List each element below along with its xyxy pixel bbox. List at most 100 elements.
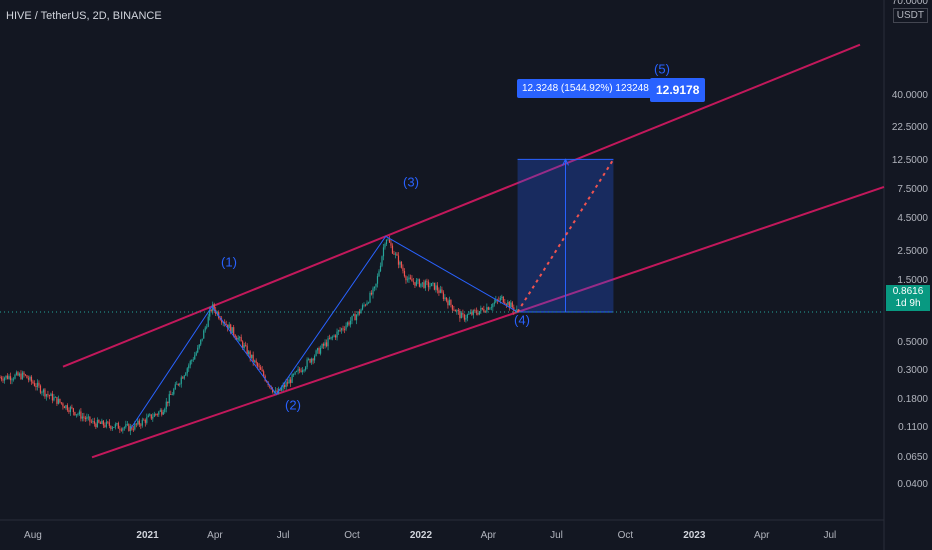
candle-body	[480, 307, 482, 312]
candle-body	[168, 394, 170, 404]
candle-body	[30, 376, 33, 382]
candle-body	[81, 416, 83, 419]
candle-body	[287, 382, 289, 384]
candle-body	[128, 424, 130, 432]
candle-body	[207, 316, 209, 327]
time-tick: Jul	[823, 530, 837, 541]
candle-body	[6, 375, 9, 379]
candle-body	[340, 328, 343, 331]
candle-body	[322, 343, 325, 346]
candle-body	[432, 282, 434, 284]
candle-body	[237, 337, 239, 340]
candle-body	[451, 304, 453, 310]
price-tick: 22.5000	[891, 122, 928, 134]
candle-body	[505, 303, 507, 305]
candle-body	[243, 345, 245, 348]
candle-body	[206, 326, 208, 328]
time-tick: Jul	[276, 530, 290, 541]
candle-body	[508, 301, 510, 308]
candle-body	[336, 331, 338, 338]
candle-body	[98, 419, 100, 423]
candle-body	[346, 322, 349, 326]
candle-body	[45, 394, 48, 397]
candle-body	[260, 367, 262, 370]
channel-lower-line	[91, 185, 885, 459]
position-tool-label[interactable]: 12.3248 (1544.92%) 123248	[517, 79, 654, 98]
candle-body	[254, 360, 256, 362]
candle-body	[68, 410, 70, 413]
candle-body	[225, 323, 227, 325]
channel-upper-line	[62, 43, 861, 368]
candle-body	[426, 280, 428, 282]
candle-body	[66, 405, 69, 411]
candle-body	[511, 302, 513, 308]
candle-body	[150, 414, 152, 419]
candle-body	[198, 344, 200, 348]
time-tick: Oct	[617, 530, 634, 541]
candle-body	[492, 303, 494, 308]
candle-body	[459, 310, 461, 319]
candle-body	[435, 285, 437, 290]
candle-body	[14, 374, 16, 379]
candle-body	[105, 421, 107, 427]
candle-body	[466, 314, 468, 319]
candle-body	[47, 394, 49, 396]
last-price-tag: 0.8616 1d 9h	[886, 285, 930, 311]
candle-body	[201, 338, 203, 340]
candle-body	[387, 239, 389, 241]
candle-body	[62, 403, 64, 407]
candle-body	[51, 393, 54, 401]
candle-body	[185, 373, 187, 376]
candle-body	[3, 377, 6, 381]
candle-body	[219, 317, 221, 320]
candle-body	[472, 310, 474, 315]
time-tick: Apr	[753, 530, 770, 541]
candle-body	[337, 330, 340, 332]
candle-body	[200, 339, 202, 345]
candle-body	[158, 411, 160, 415]
candle-body	[230, 324, 232, 334]
wave-label-5: (5)	[654, 61, 670, 77]
candle-body	[33, 383, 36, 387]
candle-body	[327, 338, 329, 347]
candle-body	[345, 325, 347, 330]
candle-body	[318, 348, 320, 354]
candle-body	[330, 336, 332, 339]
candle-body	[186, 368, 188, 374]
candle-body	[397, 255, 400, 265]
currency-unit[interactable]: USDT	[892, 8, 928, 23]
candle-body	[35, 386, 37, 387]
candle-body	[430, 283, 433, 287]
wave-label-3: (3)	[403, 174, 419, 190]
candle-body	[204, 327, 206, 331]
candle-body	[167, 401, 169, 404]
candle-body	[418, 279, 421, 287]
candle-body	[499, 297, 501, 301]
candle-body	[349, 320, 352, 325]
candle-body	[309, 358, 311, 363]
candle-body	[161, 410, 163, 415]
price-tick: 2.5000	[897, 245, 928, 257]
candle-body	[8, 376, 10, 379]
candle-body	[38, 382, 40, 386]
candle-body	[315, 350, 317, 356]
candle-body	[471, 312, 473, 315]
candle-body	[239, 337, 241, 338]
candle-body	[304, 367, 307, 370]
price-tick-top: 70.0000	[891, 0, 928, 7]
candle-body	[357, 311, 359, 316]
target-price-label[interactable]: 12.9178	[650, 78, 706, 102]
candle-body	[26, 375, 28, 379]
candle-body	[86, 417, 88, 420]
candle-body	[42, 389, 45, 393]
candle-body	[146, 417, 148, 423]
candle-body	[420, 283, 422, 287]
wave-label-1: (1)	[221, 254, 237, 270]
candle-body	[412, 281, 415, 283]
candle-body	[319, 347, 322, 354]
candle-body	[299, 369, 301, 371]
candle-body	[44, 389, 46, 397]
price-tick: 0.1800	[897, 394, 928, 406]
candle-body	[375, 283, 377, 287]
